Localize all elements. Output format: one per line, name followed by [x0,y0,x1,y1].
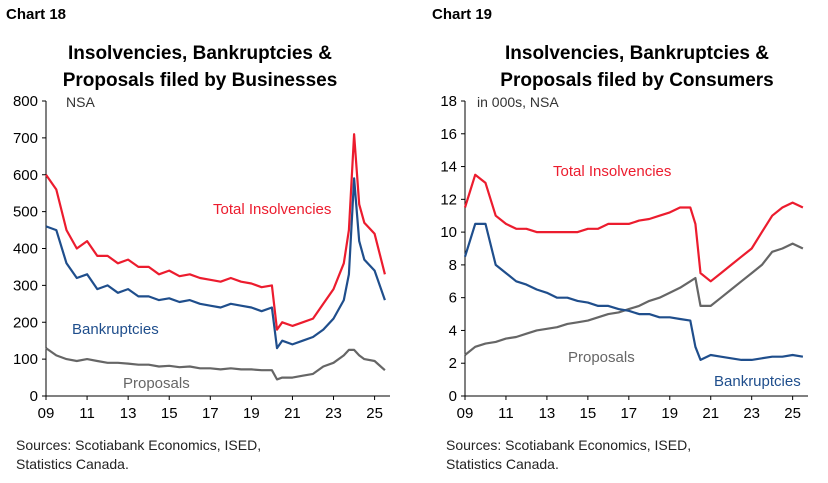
chart18-y-tick-label: 700 [13,130,38,147]
chart19-series-label-total: Total Insolvencies [553,163,671,180]
chart18-x-tick-label: 25 [366,405,383,422]
chart18-line-proposals [45,347,386,381]
chart19-title: Insolvencies, Bankruptcies & Proposals f… [457,40,817,94]
chart18-y-tick-label: 800 [13,93,38,110]
chart19-x-tick-label: 15 [580,405,597,422]
chart19-y-tick-label: 6 [449,290,457,307]
chart18-series-label-total: Total Insolvencies [213,201,331,218]
chart19-unit-label: in 000s, NSA [477,94,559,110]
chart19-y-tick-label: 4 [449,322,457,339]
chart18-line-bankruptcies [45,177,386,350]
chart19-series-label-bankruptcies: Bankruptcies [714,373,801,390]
chart18-unit-label: NSA [66,94,95,110]
chart19-x-tick-label: 21 [702,405,719,422]
chart18-y-tick-label: 0 [30,388,38,405]
chart18-title-line1: Insolvencies, Bankruptcies & [68,43,332,64]
chart18-series-label-proposals: Proposals [123,375,190,392]
chart19-y-tick-label: 0 [449,388,457,405]
chart19-x-tick-label: 11 [498,405,514,422]
chart19-y-tick-label: 8 [449,257,457,274]
chart18-series-label-bankruptcies: Bankruptcies [72,321,159,338]
chart19-x-tick-label: 23 [743,405,760,422]
chart18-y-tick-label: 100 [13,351,38,368]
chart18-x-tick-label: 13 [120,405,137,422]
chart19-sources: Sources: Scotiabank Economics, ISED, Sta… [446,436,691,474]
chart19-x-tick-label: 19 [661,405,678,422]
chart18-line-total [45,133,386,331]
chart19-sources-line1: Sources: Scotiabank Economics, ISED, [446,437,692,453]
chart19-series-label-proposals: Proposals [568,349,635,366]
chart18-sources: Sources: Scotiabank Economics, ISED, Sta… [16,436,261,474]
chart18-title: Insolvencies, Bankruptcies & Proposals f… [20,40,380,94]
chart19-y-tick-label: 14 [440,159,457,176]
chart18-sources-line2: Statistics Canada. [16,456,129,472]
chart18-y-tick-label: 400 [13,241,38,258]
chart19-x-tick-label: 25 [784,405,801,422]
chart18-sources-line1: Sources: Scotiabank Economics, ISED, [16,437,262,453]
chart18-y-tick-label: 300 [13,277,38,294]
chart19-y-tick-label: 2 [449,355,457,372]
chart18-title-line2: Proposals filed by Businesses [62,70,338,91]
chart19-x-tick-label: 17 [620,405,637,422]
chart19-y-tick-label: 10 [440,224,457,241]
chart18-x-tick-label: 23 [325,405,342,422]
chart19-line-bankruptcies [463,222,804,361]
chart19-title-line1: Insolvencies, Bankruptcies & [505,43,769,64]
chart18-x-tick-label: 11 [79,405,95,422]
chart18-label: Chart 18 [6,6,67,23]
chart18-x-tick-label: 19 [243,405,260,422]
chart19-label: Chart 19 [432,6,493,23]
chart18-x-tick-label: 15 [161,405,178,422]
chart18-y-tick-label: 200 [13,314,38,331]
chart18-y-tick-label: 600 [13,167,38,184]
chart19-y-tick-label: 16 [440,126,457,143]
chart19-x-tick-label: 13 [539,405,556,422]
chart18-x-tick-label: 21 [284,405,301,422]
chart19-sources-line2: Statistics Canada. [446,456,559,472]
chart19-x-tick-label: 09 [457,405,474,422]
chart18-x-tick-label: 17 [202,405,219,422]
chart19-title-line2: Proposals filed by Consumers [500,70,774,91]
chart19-line-total [463,173,804,283]
chart18-x-tick-label: 09 [38,405,55,422]
chart18-y-tick-label: 500 [13,204,38,221]
chart19-y-tick-label: 18 [440,93,457,110]
chart19-y-tick-label: 12 [440,191,457,208]
chart19-line-proposals [464,242,804,356]
